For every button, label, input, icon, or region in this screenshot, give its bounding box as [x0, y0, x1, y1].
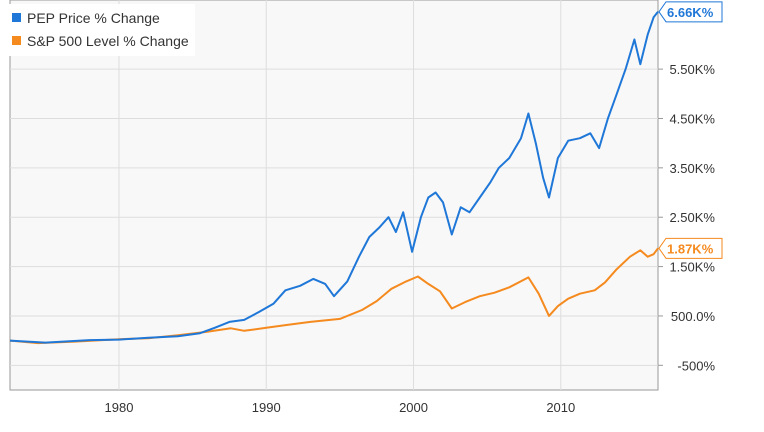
x-axis-tick-labels: 1980 1990 2000 2010: [105, 400, 576, 415]
legend: PEP Price % Change S&P 500 Level % Chang…: [8, 4, 195, 56]
y-gridlines: [10, 68, 663, 366]
y-tick-label: 4.50K%: [669, 111, 715, 126]
series-line-pep: [9, 11, 659, 344]
end-label-pep: 6.66K%: [658, 1, 723, 23]
x-gridlines: [118, 0, 562, 390]
y-tick-label: 500.0%: [671, 309, 716, 324]
end-label-box: [658, 1, 723, 23]
y-axis-tick-labels: -500% 500.0% 1.50K% 2.50K% 3.50K% 4.50K% 5.50K…: [669, 62, 715, 373]
series-lines: [9, 11, 659, 345]
series-line-sp500: [9, 247, 659, 345]
x-tick-label: 2010: [546, 400, 575, 415]
y-tick-label: 3.50K%: [669, 161, 715, 176]
legend-item-sp500[interactable]: S&P 500 Level % Change: [12, 29, 189, 52]
end-label-text: 6.66K%: [667, 5, 714, 20]
legend-item-pep[interactable]: PEP Price % Change: [12, 6, 189, 29]
series-end-labels: 6.66K% 1.87K%: [658, 1, 723, 259]
end-label-sp500: 1.87K%: [658, 237, 723, 259]
x-tick-label: 1980: [105, 400, 134, 415]
y-tick-label: 1.50K%: [669, 260, 715, 275]
x-tick-label: 2000: [399, 400, 428, 415]
legend-swatch-sp500: [12, 36, 21, 45]
y-tick-label: 2.50K%: [669, 210, 715, 225]
legend-label-sp500: S&P 500 Level % Change: [27, 32, 189, 49]
y-tick-label: -500%: [677, 358, 715, 373]
end-label-box: [658, 237, 723, 259]
legend-swatch-pep: [12, 13, 21, 22]
legend-label-pep: PEP Price % Change: [27, 9, 160, 26]
x-tick-label: 1990: [252, 400, 281, 415]
end-label-text: 1.87K%: [667, 241, 714, 256]
y-tick-label: 5.50K%: [669, 62, 715, 77]
